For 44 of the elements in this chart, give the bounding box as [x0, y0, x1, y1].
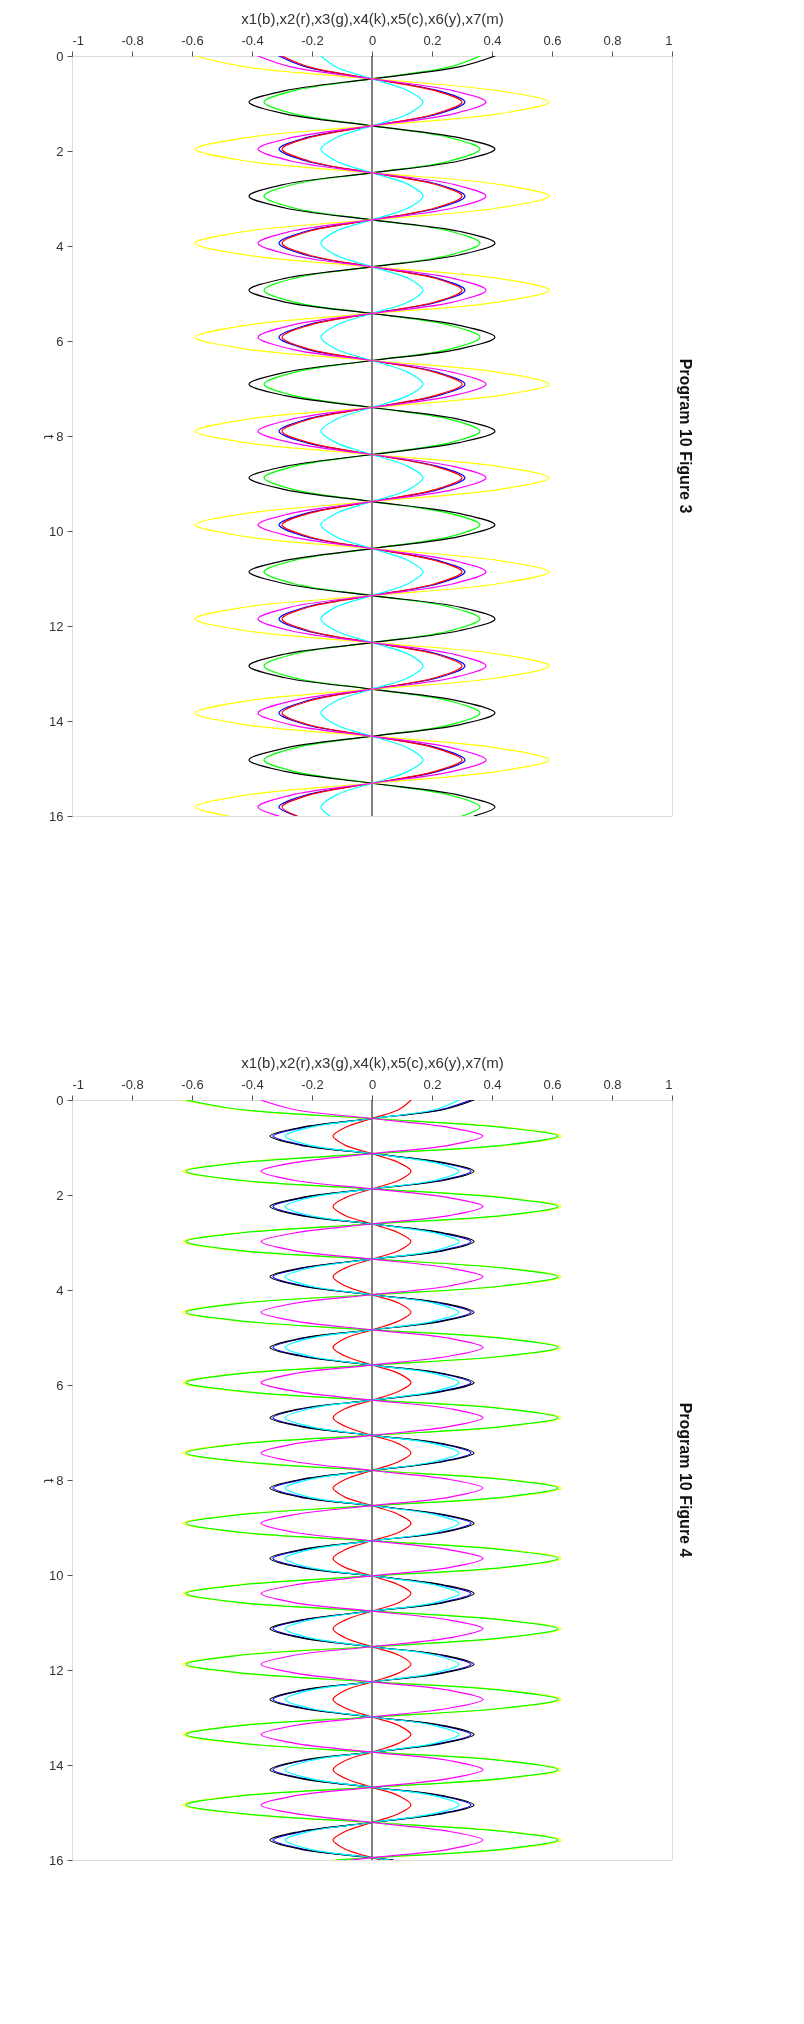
text: Program 10 Figure 4	[676, 1402, 694, 1558]
text: Program 10 Figure 3	[676, 358, 694, 514]
y-tick-label: 16	[49, 808, 64, 824]
x-tick-label: 0.2	[423, 1076, 442, 1092]
x-tick-label: 1	[665, 32, 673, 48]
x-tick-label: -0.8	[121, 1076, 144, 1092]
x-tick-label: 1	[665, 1076, 673, 1092]
y-tick-label: 2	[56, 143, 64, 159]
y-tick-label: 8	[56, 1472, 64, 1488]
x-tick-label: 0	[368, 32, 377, 48]
y-tick-label: 12	[49, 1662, 64, 1678]
y-tick-label: 6	[56, 333, 64, 349]
x-tick-label: 0.4	[483, 1076, 502, 1092]
y-tick-label: 2	[56, 1187, 64, 1203]
x-axis-title: x1(b),x2(r),x3(g),x4(k),x5(c),x6(y),x7(m)	[241, 1053, 504, 1071]
x-tick-label: 0.6	[543, 1076, 562, 1092]
y-tick-label: 10	[49, 523, 64, 539]
x-tick-label: -0.4	[241, 32, 264, 48]
x-tick-label: -0.2	[301, 1076, 324, 1092]
y-tick-label: 6	[56, 1377, 64, 1393]
y-tick-label: 12	[49, 618, 64, 634]
y-tick-label: 8	[56, 428, 64, 444]
x-tick-label: -0.6	[181, 32, 204, 48]
x-tick-label: 0.8	[603, 32, 622, 48]
x-tick-label: -0.4	[241, 1076, 264, 1092]
x-axis-title: x1(b),x2(r),x3(g),x4(k),x5(c),x6(y),x7(m)	[241, 9, 504, 27]
y-tick-label: 4	[56, 238, 64, 254]
y-tick-label: 0	[56, 1092, 64, 1108]
x-tick-label: -0.2	[301, 32, 324, 48]
x-tick-label: -0.8	[121, 32, 144, 48]
x-tick-label: 0.4	[483, 32, 502, 48]
x-tick-label: 0.8	[603, 1076, 622, 1092]
x-tick-label: 0.2	[423, 32, 442, 48]
y-tick-label: 10	[49, 1567, 64, 1583]
x-tick-label: -0.6	[181, 1076, 204, 1092]
x-tick-label: 0	[368, 1076, 377, 1092]
x-tick-label: 0.6	[543, 32, 562, 48]
x-tick-label: -1	[72, 32, 85, 48]
y-tick-label: 4	[56, 1282, 64, 1298]
y-tick-label: 16	[49, 1852, 64, 1868]
y-tick-label: 14	[49, 1757, 64, 1773]
y-tick-label: 14	[49, 713, 64, 729]
x-tick-label: -1	[72, 1076, 85, 1092]
y-tick-label: 0	[56, 48, 64, 64]
